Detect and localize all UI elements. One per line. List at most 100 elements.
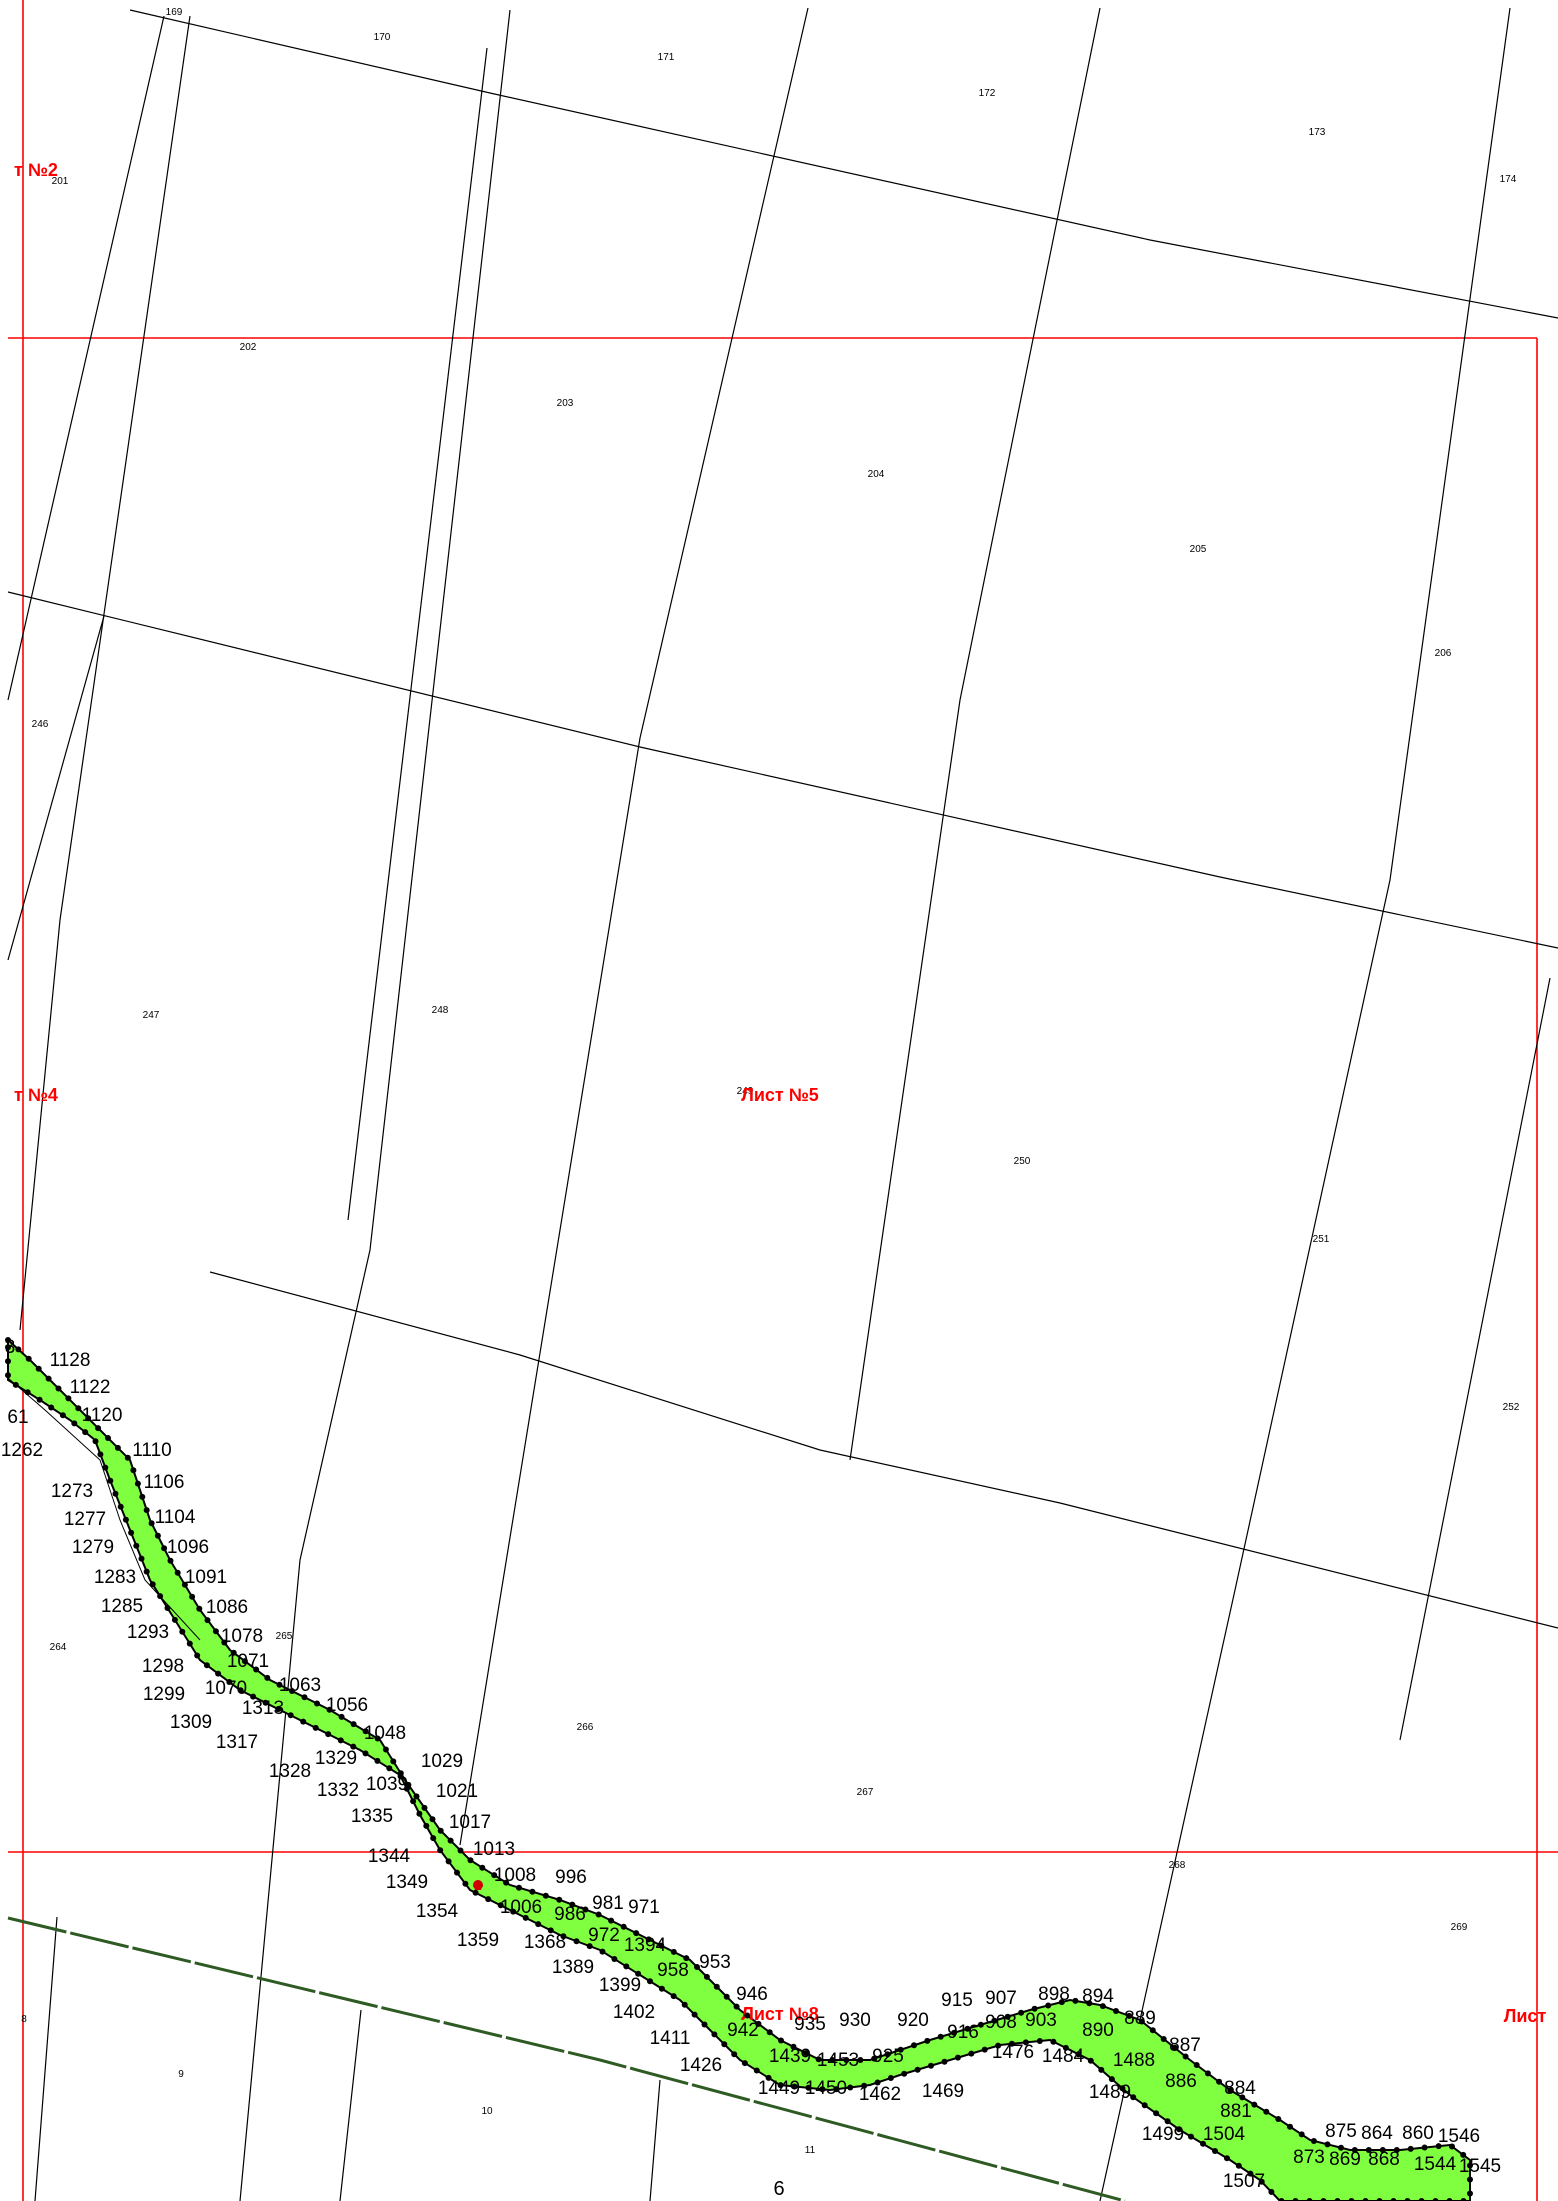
point-label-981: 981	[592, 1893, 624, 1914]
boundary-point	[911, 2042, 917, 2049]
boundary-point	[1138, 2018, 1145, 2025]
boundary-point	[1407, 2145, 1414, 2152]
sheet-label-8: Лист №8	[741, 2004, 819, 2024]
point-label-1399: 1399	[599, 1975, 641, 1996]
boundary-point	[179, 1628, 186, 1635]
boundary-point	[1338, 2144, 1344, 2151]
boundary-point	[658, 1942, 665, 1949]
boundary-point	[1099, 2003, 1106, 2010]
boundary-point	[542, 1892, 549, 1899]
boundary-point	[1058, 1999, 1065, 2006]
point-label-1008: 1008	[494, 1865, 536, 1886]
boundary-point	[445, 1858, 452, 1865]
point-label-1029: 1029	[421, 1751, 463, 1772]
point-label-1450: 1450	[805, 2078, 847, 2099]
point-label-864: 864	[1361, 2123, 1393, 2144]
parcel-label-267: 267	[857, 1787, 874, 1798]
point-label-1489: 1489	[1089, 2082, 1131, 2103]
boundary-point	[1176, 2126, 1183, 2133]
boundary-point	[744, 2012, 751, 2019]
point-label-1285: 1285	[101, 1596, 143, 1617]
point-label-1507: 1507	[1223, 2171, 1265, 2192]
boundary-point	[1467, 2190, 1473, 2197]
parcel-label-265: 265	[276, 1631, 293, 1642]
boundary-line	[34, 1916, 58, 2201]
parcel-label-249: 249	[737, 1086, 754, 1097]
boundary-point	[901, 2070, 908, 2077]
boundary-point	[1467, 2162, 1473, 2169]
boundary-line	[347, 47, 488, 1221]
boundary-point	[1193, 2062, 1200, 2068]
point-label-1063: 1063	[279, 1675, 321, 1696]
boundary-point	[777, 2082, 784, 2089]
parcel-label-206: 206	[1435, 648, 1452, 659]
boundary-point	[1182, 2053, 1189, 2060]
point-label-889: 889	[1124, 2008, 1156, 2029]
boundary-point	[1446, 2198, 1453, 2201]
point-label-1499: 1499	[1142, 2124, 1184, 2145]
boundary-point	[995, 2042, 1002, 2049]
boundary-point	[382, 1746, 389, 1753]
boundary-line	[459, 7, 809, 1846]
parcel-label-264: 264	[50, 1642, 67, 1653]
boundary-point	[5, 1372, 11, 1379]
sheet-label-5: Лист №5	[741, 1085, 819, 1105]
boundary-point	[1204, 2070, 1211, 2077]
point-label-1048: 1048	[364, 1723, 406, 1744]
boundary-point	[753, 2067, 760, 2074]
point-label-935: 935	[794, 2014, 826, 2035]
boundary-point	[647, 1978, 653, 1985]
boundary-point	[843, 2057, 850, 2063]
parcel-label-266: 266	[577, 1722, 594, 1733]
boundary-point	[181, 1581, 188, 1588]
boundary-point	[276, 1681, 283, 1688]
boundary-point	[1449, 2143, 1455, 2150]
point-label-1298: 1298	[142, 1656, 184, 1677]
boundary-point	[871, 2055, 878, 2062]
boundary-point	[287, 1712, 294, 1719]
boundary-point	[815, 2056, 822, 2063]
boundary-point	[454, 1869, 460, 1876]
boundary-line	[1099, 7, 1511, 2201]
boundary-point	[25, 1355, 32, 1362]
sheet-label-4: т №4	[14, 1085, 58, 1105]
boundary-point	[462, 1880, 469, 1887]
boundary-point	[1164, 2118, 1171, 2125]
boundary-point	[264, 1674, 271, 1681]
parcel-label-205: 205	[1190, 544, 1207, 555]
boundary-line	[209, 1271, 1558, 1629]
parcel-label-202: 202	[240, 342, 257, 353]
point-label-1309: 1309	[170, 1712, 212, 1733]
boundary-point	[97, 1451, 104, 1458]
point-label-1449: 1449	[758, 2078, 800, 2099]
boundary-point	[1393, 2147, 1400, 2153]
point-label-890: 890	[1082, 2020, 1114, 2041]
point-label-1344: 1344	[368, 1846, 411, 1867]
boundary-point	[723, 1993, 730, 2000]
boundary-point	[485, 1896, 492, 1903]
boundary-point	[157, 1593, 164, 1600]
boundary-point	[479, 1864, 486, 1871]
point-label-1070: 1070	[205, 1678, 247, 1699]
point-label-1120: 1120	[82, 1405, 123, 1426]
boundary-point	[522, 1914, 529, 1921]
boundary-point	[1087, 2057, 1094, 2064]
boundary-line	[1399, 977, 1551, 1741]
boundary-point	[171, 1616, 178, 1623]
boundary-point	[1045, 2002, 1052, 2009]
boundary-point	[1119, 2085, 1126, 2092]
boundary-point	[457, 1847, 464, 1854]
boundary-point	[430, 1835, 437, 1842]
boundary-point	[189, 1593, 196, 1600]
boundary-point	[1160, 2036, 1167, 2042]
boundary-point	[516, 1884, 522, 1891]
boundary-point	[582, 1906, 589, 1913]
point-label-894: 894	[1082, 1986, 1114, 2007]
point-label-868: 868	[1368, 2149, 1400, 2170]
boundary-point	[1113, 2008, 1119, 2014]
boundary-point	[161, 1545, 168, 1552]
boundary-line	[129, 9, 1558, 319]
boundary-point	[941, 2058, 948, 2065]
boundary-point	[1108, 2076, 1115, 2083]
boundary-point	[143, 1568, 150, 1575]
